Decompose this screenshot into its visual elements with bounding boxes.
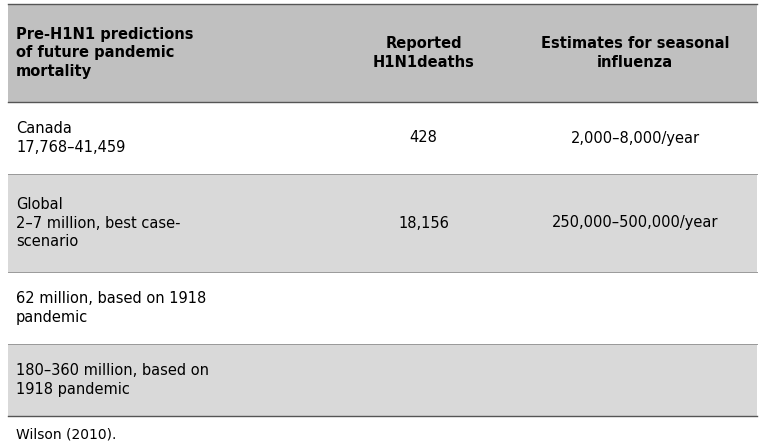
- Bar: [8, 4, 757, 102]
- Bar: [8, 344, 757, 416]
- Bar: [8, 272, 757, 344]
- Text: 18,156: 18,156: [399, 216, 449, 230]
- Bar: [8, 174, 757, 272]
- Text: 428: 428: [410, 130, 438, 145]
- Text: Estimates for seasonal
influenza: Estimates for seasonal influenza: [541, 36, 730, 70]
- Text: Canada
17,768–41,459: Canada 17,768–41,459: [16, 121, 125, 155]
- Text: 2,000–8,000/year: 2,000–8,000/year: [571, 130, 700, 145]
- Text: 180–360 million, based on
1918 pandemic: 180–360 million, based on 1918 pandemic: [16, 363, 209, 397]
- Bar: [8, 102, 757, 174]
- Text: Global
2–7 million, best case-
scenario: Global 2–7 million, best case- scenario: [16, 197, 181, 249]
- Text: 250,000–500,000/year: 250,000–500,000/year: [552, 216, 718, 230]
- Text: Reported
H1N1deaths: Reported H1N1deaths: [373, 36, 474, 70]
- Text: Pre-H1N1 predictions
of future pandemic
mortality: Pre-H1N1 predictions of future pandemic …: [16, 27, 194, 79]
- Text: 62 million, based on 1918
pandemic: 62 million, based on 1918 pandemic: [16, 291, 207, 325]
- Text: Wilson (2010).: Wilson (2010).: [16, 428, 116, 442]
